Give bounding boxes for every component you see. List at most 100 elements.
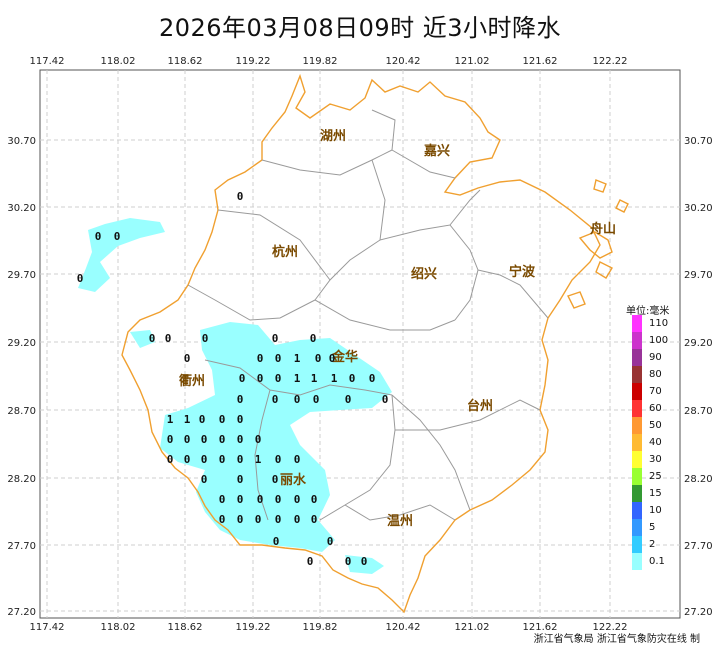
legend-label: 70 bbox=[649, 386, 662, 397]
station-value: 0 bbox=[257, 372, 264, 385]
city-label: 衢州 bbox=[179, 373, 205, 389]
station-value: 0 bbox=[361, 555, 368, 568]
station-value: 0 bbox=[311, 493, 318, 506]
x-tick-top: 122.22 bbox=[593, 56, 628, 67]
station-value: 0 bbox=[329, 352, 336, 365]
station-value: 0 bbox=[294, 493, 301, 506]
legend-label: 15 bbox=[649, 488, 662, 499]
city-label: 宁波 bbox=[509, 264, 536, 280]
legend-item: 110 bbox=[632, 315, 668, 332]
station-value: 0 bbox=[237, 493, 244, 506]
station-value: 0 bbox=[237, 453, 244, 466]
city-label: 台州 bbox=[467, 398, 493, 414]
station-value: 0 bbox=[255, 513, 262, 526]
legend-item: 100 bbox=[632, 332, 668, 349]
footer-credit: 浙江省气象局 浙江省气象防灾在线 制 bbox=[533, 634, 700, 645]
station-value: 0 bbox=[345, 555, 352, 568]
station-value: 0 bbox=[184, 453, 191, 466]
station-value: 1 bbox=[311, 372, 318, 385]
legend-label: 10 bbox=[649, 505, 662, 516]
station-value: 0 bbox=[167, 453, 174, 466]
station-value: 1 bbox=[294, 352, 301, 365]
station-value: 1 bbox=[294, 372, 301, 385]
y-tick-left: 30.70 bbox=[7, 136, 36, 147]
district-boundaries bbox=[187, 109, 549, 521]
city-label: 杭州 bbox=[272, 244, 298, 260]
x-tick-top: 117.42 bbox=[30, 56, 65, 67]
station-value: 0 bbox=[272, 473, 279, 486]
x-tick-bottom: 120.42 bbox=[386, 622, 421, 633]
station-value: 0 bbox=[294, 393, 301, 406]
legend-swatch bbox=[632, 485, 642, 502]
y-tick-left: 27.20 bbox=[7, 607, 36, 618]
legend-swatch bbox=[632, 434, 642, 451]
legend-item: 25 bbox=[632, 468, 662, 485]
city-label: 绍兴 bbox=[411, 266, 437, 282]
legend-swatch bbox=[632, 553, 642, 570]
station-value: 0 bbox=[201, 433, 208, 446]
x-tick-top: 119.82 bbox=[303, 56, 338, 67]
legend-swatch bbox=[632, 332, 642, 349]
legend-label: 60 bbox=[649, 403, 662, 414]
station-value: 0 bbox=[275, 453, 282, 466]
station-value: 0 bbox=[237, 413, 244, 426]
station-value: 0 bbox=[345, 393, 352, 406]
x-tick-bottom: 118.62 bbox=[168, 622, 203, 633]
station-value: 0 bbox=[219, 413, 226, 426]
station-value: 0 bbox=[275, 493, 282, 506]
x-tick-top: 118.62 bbox=[168, 56, 203, 67]
y-tick-left: 28.70 bbox=[7, 406, 36, 417]
y-tick-right: 29.20 bbox=[684, 338, 713, 349]
x-tick-bottom: 119.22 bbox=[236, 622, 271, 633]
legend-label: 5 bbox=[649, 522, 656, 533]
legend-swatch bbox=[632, 417, 642, 434]
x-tick-top: 121.62 bbox=[523, 56, 558, 67]
y-tick-left: 29.20 bbox=[7, 338, 36, 349]
x-tick-bottom: 121.62 bbox=[523, 622, 558, 633]
legend-item: 90 bbox=[632, 349, 662, 366]
station-value: 0 bbox=[275, 513, 282, 526]
map-title: 2026年03月08日09时 近3小时降水 bbox=[158, 14, 562, 42]
legend-label: 0.1 bbox=[649, 556, 665, 567]
city-label: 湖州 bbox=[320, 129, 346, 144]
station-values: 00 000 0 0 0 00 0 0 1 0 00 0 0 1 1 1 0 00 0 0 0 0 01 1 0 0 00 0 0 0 0 0… bbox=[77, 190, 389, 568]
station-value: 0 bbox=[349, 372, 356, 385]
city-label: 金华 bbox=[331, 349, 358, 365]
x-tick-bottom: 119.82 bbox=[303, 622, 338, 633]
station-value: 0 bbox=[95, 230, 102, 243]
station-value: 0 bbox=[219, 433, 226, 446]
station-value: 0 bbox=[382, 393, 389, 406]
station-value: 0 bbox=[201, 473, 208, 486]
x-tick-bottom: 121.02 bbox=[455, 622, 490, 633]
x-tick-bottom: 117.42 bbox=[30, 622, 65, 633]
legend-title: 单位:毫米 bbox=[626, 306, 670, 317]
station-value: 0 bbox=[77, 272, 84, 285]
legend-swatch bbox=[632, 468, 642, 485]
legend-item: 50 bbox=[632, 417, 662, 434]
y-tick-right: 27.70 bbox=[684, 541, 713, 552]
y-tick-left: 27.70 bbox=[7, 541, 36, 552]
y-tick-right: 28.70 bbox=[684, 406, 713, 417]
station-value: 0 bbox=[313, 393, 320, 406]
station-value: 0 bbox=[275, 352, 282, 365]
map-frame bbox=[39, 69, 681, 619]
axis-ticks: 117.42 117.42 118.02 118.02 118.62 118.62 119.… bbox=[7, 56, 712, 633]
station-value: 0 bbox=[202, 332, 209, 345]
legend-label: 2 bbox=[649, 539, 656, 550]
station-value: 0 bbox=[307, 555, 314, 568]
station-value: 1 bbox=[167, 413, 174, 426]
legend-swatch bbox=[632, 536, 642, 553]
x-tick-top: 119.22 bbox=[236, 56, 271, 67]
station-value: 0 bbox=[184, 352, 191, 365]
station-value: 0 bbox=[257, 352, 264, 365]
legend-swatch bbox=[632, 349, 642, 366]
station-value: 0 bbox=[237, 433, 244, 446]
legend-swatch bbox=[632, 451, 642, 468]
city-label: 温州 bbox=[387, 514, 413, 529]
legend-item: 10 bbox=[632, 502, 662, 519]
station-value: 0 bbox=[237, 393, 244, 406]
x-tick-bottom: 122.22 bbox=[593, 622, 628, 633]
station-value: 0 bbox=[237, 513, 244, 526]
station-value: 0 bbox=[201, 453, 208, 466]
